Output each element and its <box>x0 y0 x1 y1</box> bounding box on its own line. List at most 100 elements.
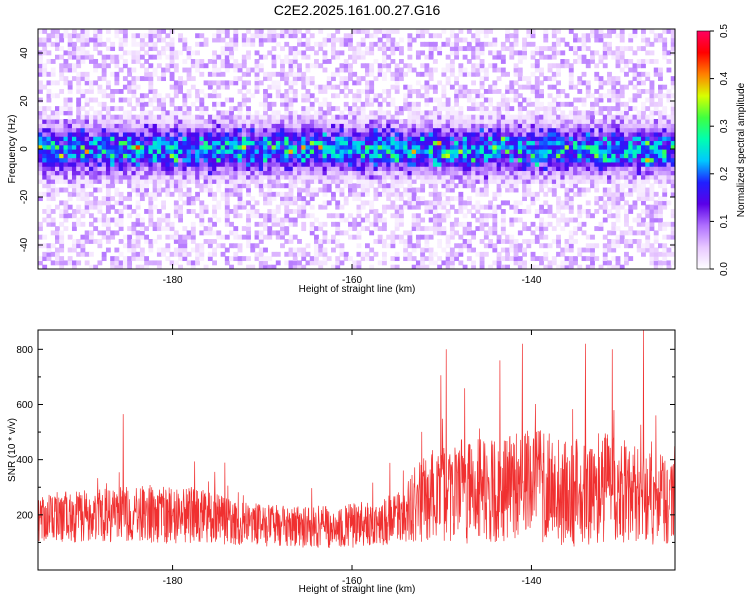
heatmap-cell <box>581 144 587 150</box>
heatmap-cell <box>88 221 94 227</box>
heatmap-cell <box>76 33 82 39</box>
heatmap-cell <box>309 226 315 232</box>
heatmap-cell <box>88 183 94 189</box>
heatmap-cell <box>76 54 82 60</box>
heatmap-cell <box>71 221 77 227</box>
heatmap-cell <box>301 183 307 189</box>
heatmap-cell <box>101 119 107 124</box>
heatmap-cell <box>415 187 421 193</box>
heatmap-cell <box>288 191 294 197</box>
heatmap-cell <box>449 247 455 253</box>
heatmap-cell <box>71 239 77 244</box>
heatmap-cell <box>67 80 73 86</box>
heatmap-cell <box>585 234 591 240</box>
heatmap-cell <box>462 243 468 249</box>
heatmap-cell <box>411 114 417 120</box>
heatmap-cell <box>522 183 527 189</box>
heatmap-cell <box>403 106 409 112</box>
heatmap-cell <box>212 37 217 43</box>
heatmap-cell <box>76 63 82 69</box>
heatmap-cell <box>543 106 549 112</box>
heatmap-cell <box>169 136 175 142</box>
heatmap-cell <box>63 29 69 34</box>
heatmap-cell <box>322 204 328 210</box>
heatmap-cell <box>534 84 540 90</box>
heatmap-cell <box>339 247 345 253</box>
heatmap-cell <box>63 187 69 193</box>
heatmap-cell <box>161 217 166 223</box>
heatmap-cell <box>568 200 574 206</box>
heatmap-cell <box>335 161 341 167</box>
heatmap-cell <box>233 119 239 124</box>
heatmap-cell <box>369 221 375 227</box>
heatmap-cell <box>76 110 82 116</box>
heatmap-cell <box>63 213 69 219</box>
heatmap-cell <box>54 127 60 133</box>
heatmap-cell <box>267 161 273 167</box>
heatmap-cell <box>241 54 247 60</box>
heatmap-cell <box>424 170 430 176</box>
heatmap-cell <box>454 217 460 223</box>
heatmap-cell <box>496 123 502 129</box>
heatmap-cell <box>403 144 409 150</box>
heatmap-cell <box>165 63 171 69</box>
heatmap-cell <box>539 46 544 52</box>
heatmap-cell <box>216 136 222 142</box>
heatmap-cell <box>173 260 179 266</box>
heatmap-cell <box>97 29 103 34</box>
heatmap-cell <box>263 174 268 180</box>
heatmap-cell <box>360 153 366 159</box>
heatmap-cell <box>122 170 128 176</box>
heatmap-cell <box>59 54 65 60</box>
heatmap-cell <box>93 239 99 244</box>
heatmap-cell <box>148 114 154 120</box>
heatmap-cell <box>165 149 171 154</box>
heatmap-cell <box>263 114 268 120</box>
heatmap-cell <box>314 260 319 266</box>
heatmap-cell <box>505 136 510 142</box>
heatmap-cell <box>195 251 200 257</box>
heatmap-cell <box>551 174 557 180</box>
heatmap-cell <box>254 256 260 262</box>
heatmap-cell <box>190 170 196 176</box>
heatmap-cell <box>195 131 200 137</box>
heatmap-cell <box>352 217 358 223</box>
heatmap-cell <box>203 226 209 232</box>
heatmap-cell <box>88 89 94 94</box>
heatmap-cell <box>407 131 413 137</box>
heatmap-cell <box>288 264 294 269</box>
heatmap-cell <box>212 33 217 39</box>
heatmap-cell <box>364 84 370 90</box>
heatmap-cell <box>118 166 124 172</box>
heatmap-cell <box>526 144 532 150</box>
heatmap-cell <box>114 256 120 262</box>
heatmap-cell <box>292 59 298 64</box>
heatmap-cell <box>492 166 498 172</box>
heatmap-cell <box>297 157 302 163</box>
heatmap-cell <box>38 179 43 184</box>
heatmap-cell <box>284 89 290 94</box>
heatmap-cell <box>335 127 341 133</box>
heatmap-cell <box>254 80 260 86</box>
heatmap-cell <box>288 251 294 257</box>
heatmap-cell <box>343 101 349 107</box>
heatmap-cell <box>131 140 137 146</box>
heatmap-cell <box>356 183 362 189</box>
heatmap-cell <box>590 260 595 266</box>
heatmap-cell <box>534 93 540 99</box>
heatmap-cell <box>246 256 251 262</box>
heatmap-cell <box>590 256 595 262</box>
heatmap-cell <box>110 136 116 142</box>
heatmap-cell <box>80 59 86 64</box>
heatmap-cell <box>517 200 523 206</box>
heatmap-cell <box>190 131 196 137</box>
heatmap-cell <box>373 76 379 82</box>
heatmap-cell <box>479 131 485 137</box>
heatmap-cell <box>182 251 188 257</box>
heatmap-cell <box>224 80 230 86</box>
heatmap-cell <box>522 170 527 176</box>
heatmap-cell <box>369 153 375 159</box>
heatmap-cell <box>161 170 166 176</box>
heatmap-cell <box>88 106 94 112</box>
heatmap-cell <box>394 144 400 150</box>
